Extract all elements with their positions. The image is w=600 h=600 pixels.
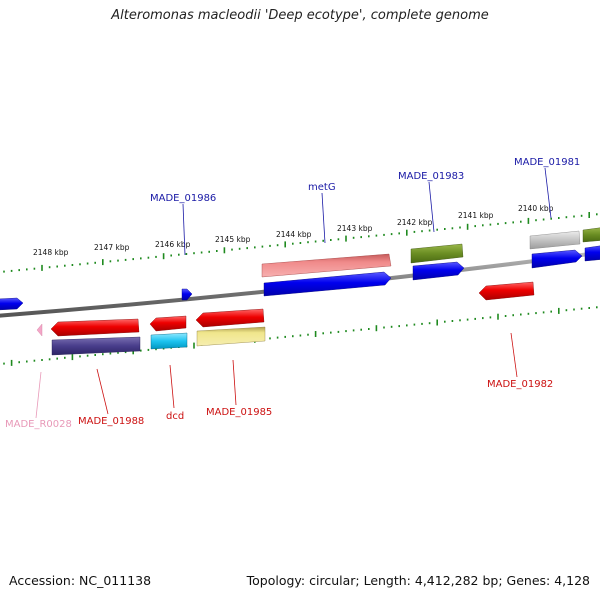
reverse-strand-genes	[36, 281, 535, 356]
accession-text: Accession: NC_011138	[9, 573, 152, 588]
gene-made-01981-silver[interactable]	[529, 230, 581, 250]
label-made-01985[interactable]: MADE_01985	[206, 407, 272, 418]
label-made-r0028[interactable]: MADE_R0028	[5, 419, 72, 430]
gene-dcd-cyan[interactable]	[150, 332, 188, 350]
kbp-label-2140: 2140 kbp	[518, 204, 554, 213]
gene-dcd[interactable]	[149, 315, 187, 332]
leader-made-01982	[510, 332, 518, 378]
label-made-01981[interactable]: MADE_01981	[514, 157, 580, 168]
label-made-01982[interactable]: MADE_01982	[487, 379, 553, 390]
label-made-01988[interactable]: MADE_01988	[78, 416, 144, 427]
gene-metg[interactable]	[263, 271, 392, 297]
leader-made-01983	[428, 181, 435, 233]
kbp-label-2148: 2148 kbp	[33, 248, 69, 257]
label-metg[interactable]: metG	[308, 182, 336, 193]
kbp-label-2141: 2141 kbp	[458, 211, 494, 220]
gene-made-01988-navy[interactable]	[51, 336, 141, 356]
genome-summary-text: Topology: circular; Length: 4,412,282 bp…	[246, 573, 590, 588]
outer-kbp-ruler	[3, 212, 598, 273]
leader-made-01981	[544, 167, 552, 219]
gene-made-01981-olive[interactable]	[582, 227, 600, 243]
gene-metg-rrna[interactable]	[261, 253, 392, 278]
gene-made-01988[interactable]	[50, 318, 140, 337]
gene-labels: MADE_01986 metG MADE_01983 MADE_01981 MA…	[5, 157, 580, 430]
inner-kbp-ruler	[3, 306, 598, 366]
gene-made-01981[interactable]	[531, 249, 583, 269]
kbp-label-2146: 2146 kbp	[155, 240, 191, 249]
kbp-label-2142: 2142 kbp	[397, 218, 433, 227]
gene-made-01985-khaki[interactable]	[196, 326, 266, 347]
genome-title: Alteromonas macleodii 'Deep ecotype', co…	[111, 8, 489, 23]
gene-forward-small[interactable]	[181, 288, 193, 301]
leader-dcd	[169, 364, 175, 409]
kbp-label-2144: 2144 kbp	[276, 230, 312, 239]
gene-made-r0028[interactable]	[36, 323, 43, 337]
kbp-label-2145: 2145 kbp	[215, 235, 251, 244]
kbp-label-2143: 2143 kbp	[337, 224, 373, 233]
gene-forward-left-edge[interactable]	[0, 297, 24, 311]
label-made-01983[interactable]: MADE_01983	[398, 171, 464, 182]
gene-made-01983-olive[interactable]	[410, 243, 464, 264]
gene-forward-right-edge[interactable]	[584, 245, 600, 262]
leader-made-01988	[96, 368, 109, 415]
gene-made-01982[interactable]	[478, 281, 535, 301]
gene-made-01985[interactable]	[195, 308, 265, 328]
kbp-labels: 2148 kbp 2147 kbp 2146 kbp 2145 kbp 2144…	[33, 204, 554, 257]
gene-made-01983[interactable]	[412, 261, 465, 281]
label-dcd[interactable]: dcd	[166, 411, 184, 422]
kbp-label-2147: 2147 kbp	[94, 243, 130, 252]
leader-made-r0028	[35, 371, 42, 419]
forward-strand-genes	[0, 227, 600, 311]
label-leader-lines	[35, 167, 552, 419]
leader-made-01986	[182, 203, 186, 256]
leader-metg	[321, 192, 326, 244]
label-made-01986[interactable]: MADE_01986	[150, 193, 216, 204]
leader-made-01985	[232, 359, 237, 406]
